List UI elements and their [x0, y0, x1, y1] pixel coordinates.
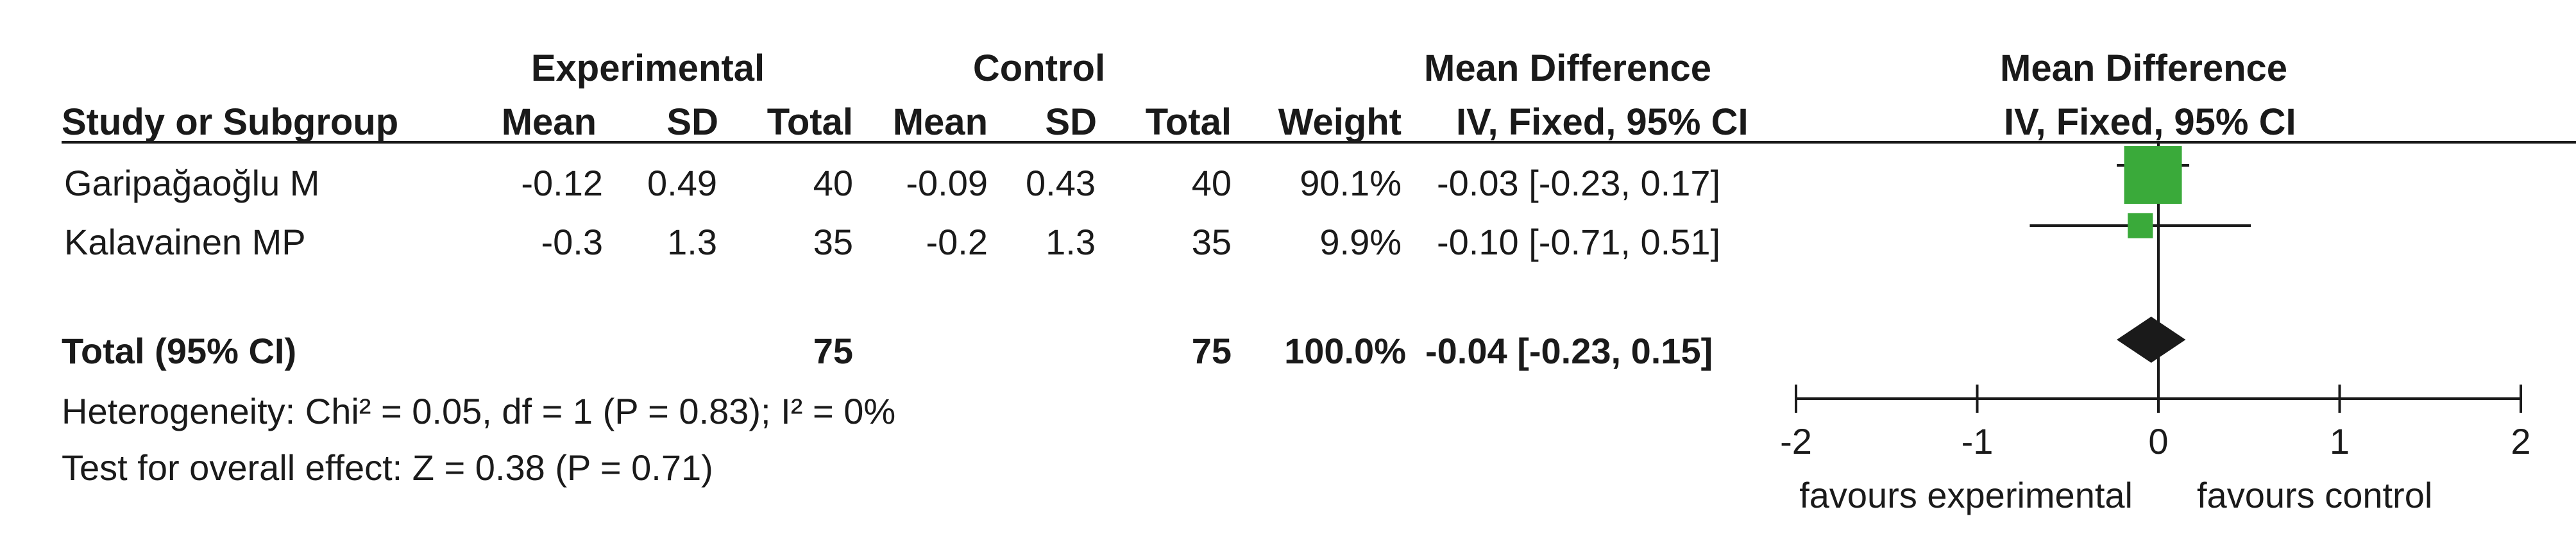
header-sd-c: SD [1045, 101, 1097, 143]
total-weight: 100.0% [1284, 331, 1406, 371]
study-sd-c: 0.43 [1026, 163, 1096, 203]
x-axis-tick-label: -2 [1780, 421, 1812, 461]
study-total-e: 40 [813, 163, 853, 203]
favours-right-label: favours control [2197, 475, 2432, 515]
study-effect-square [2128, 213, 2153, 238]
study-weight: 9.9% [1319, 222, 1402, 262]
header-experimental: Experimental [530, 47, 765, 89]
favours-left-label: favours experimental [1799, 475, 2133, 515]
total-label: Total (95% CI) [62, 331, 297, 371]
header-study: Study or Subgroup [62, 101, 399, 143]
overall-effect-text: Test for overall effect: Z = 0.38 (P = 0… [62, 447, 713, 488]
study-effect-square [2124, 146, 2182, 204]
x-axis-tick-label: -1 [1962, 421, 1994, 461]
header-mean-difference: Mean Difference [1424, 47, 1712, 89]
total-diamond [2117, 317, 2186, 363]
header-rule [62, 141, 2576, 144]
plot-subheader: IV, Fixed, 95% CI [2004, 101, 2296, 143]
x-axis-tick-label: 0 [2148, 421, 2168, 461]
header-mean-e: Mean [501, 101, 597, 143]
header-total-c: Total [1145, 101, 1232, 143]
x-axis-tick-label: 2 [2511, 421, 2530, 461]
study-mean-e: -0.3 [541, 222, 604, 262]
header-sd-e: SD [666, 101, 718, 143]
study-md-ci: -0.10 [-0.71, 0.51] [1437, 222, 1721, 262]
study-sd-c: 1.3 [1046, 222, 1096, 262]
study-sd-e: 0.49 [647, 163, 717, 203]
header-total-e: Total [767, 101, 853, 143]
header-control: Control [972, 47, 1106, 89]
study-mean-c: -0.09 [906, 163, 988, 203]
study-total-c: 40 [1191, 163, 1232, 203]
total-e: 75 [813, 331, 853, 371]
x-axis-tick-label: 1 [2330, 421, 2350, 461]
header-mean-c: Mean [892, 101, 988, 143]
study-name: Garipağaoğlu M [64, 163, 320, 203]
study-mean-c: -0.2 [926, 222, 988, 262]
study-mean-e: -0.12 [521, 163, 603, 203]
total-md-ci: -0.04 [-0.23, 0.15] [1425, 331, 1713, 371]
header-weight: Weight [1278, 101, 1402, 143]
plot-header: Mean Difference [2000, 47, 2288, 89]
header-md-ci: IV, Fixed, 95% CI [1456, 101, 1749, 143]
heterogeneity-text: Heterogeneity: Chi² = 0.05, df = 1 (P = … [62, 391, 896, 431]
study-name: Kalavainen MP [64, 222, 306, 262]
study-total-c: 35 [1191, 222, 1232, 262]
study-weight: 90.1% [1300, 163, 1402, 203]
total-c: 75 [1191, 331, 1232, 371]
study-md-ci: -0.03 [-0.23, 0.17] [1437, 163, 1721, 203]
study-sd-e: 1.3 [667, 222, 717, 262]
study-total-e: 35 [813, 222, 853, 262]
